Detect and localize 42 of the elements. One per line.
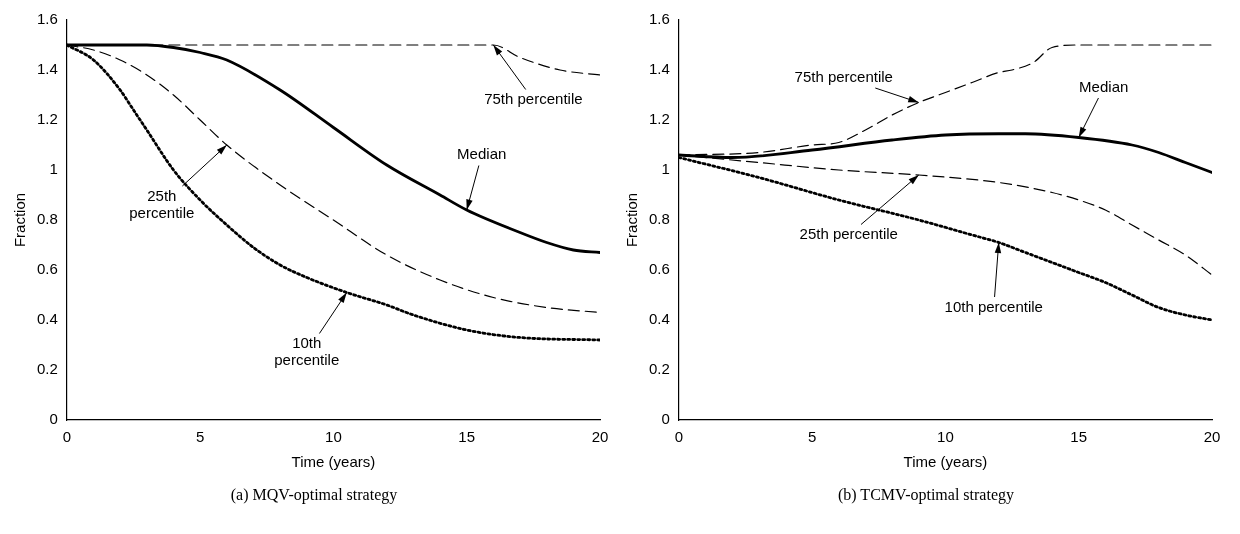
annotation: 10th percentile: [944, 297, 1043, 315]
annotation: 25th percentile: [799, 225, 898, 243]
y-tick-label: 0.2: [36, 360, 58, 378]
y-tick-label: 0: [49, 410, 58, 428]
y-tick-label: 1.2: [648, 110, 670, 128]
y-tick-label: 0: [661, 410, 670, 428]
y-tick-label: 0.6: [36, 260, 58, 278]
x-tick-label: 20: [1203, 428, 1221, 446]
y-axis-title: Fraction: [11, 192, 29, 248]
x-axis-title: Time (years): [291, 453, 376, 471]
x-tick-label: 0: [62, 428, 72, 446]
y-tick-label: 0.2: [648, 360, 670, 378]
annotation: 75th percentile: [484, 90, 583, 108]
x-tick-label: 5: [807, 428, 817, 446]
y-tick-label: 1.6: [648, 10, 670, 28]
annotation: 25th percentile: [129, 186, 195, 221]
x-tick-label: 15: [1070, 428, 1088, 446]
x-tick-label: 0: [674, 428, 684, 446]
text: (a) MQV-optimal strategy: [230, 486, 398, 504]
x-tick-label: 5: [195, 428, 205, 446]
y-tick-label: 0.4: [36, 310, 58, 328]
annotation: Median: [1079, 77, 1129, 95]
annotation: 10th percentile: [274, 334, 340, 369]
y-tick-label: 1: [49, 160, 58, 178]
y-tick-label: 1.6: [36, 10, 58, 28]
y-tick-label: 1: [661, 160, 670, 178]
y-tick-label: 0.4: [648, 310, 670, 328]
y-tick-label: 1.4: [648, 60, 670, 78]
y-tick-label: 0.6: [648, 260, 670, 278]
y-axis-title: Fraction: [623, 192, 641, 248]
y-tick-label: 0.8: [36, 210, 58, 228]
y-tick-label: 1.2: [36, 110, 58, 128]
y-tick-label: 0.8: [648, 210, 670, 228]
y-tick-label: 1.4: [36, 60, 58, 78]
annotation: 75th percentile: [794, 67, 893, 85]
x-axis-title: Time (years): [903, 453, 988, 471]
x-tick-label: 10: [937, 428, 954, 446]
annotation: Median: [457, 145, 507, 163]
x-tick-label: 10: [325, 428, 342, 446]
x-tick-label: 20: [591, 428, 609, 446]
x-tick-label: 15: [458, 428, 476, 446]
text: (b) TCMV-optimal strategy: [838, 486, 1014, 504]
